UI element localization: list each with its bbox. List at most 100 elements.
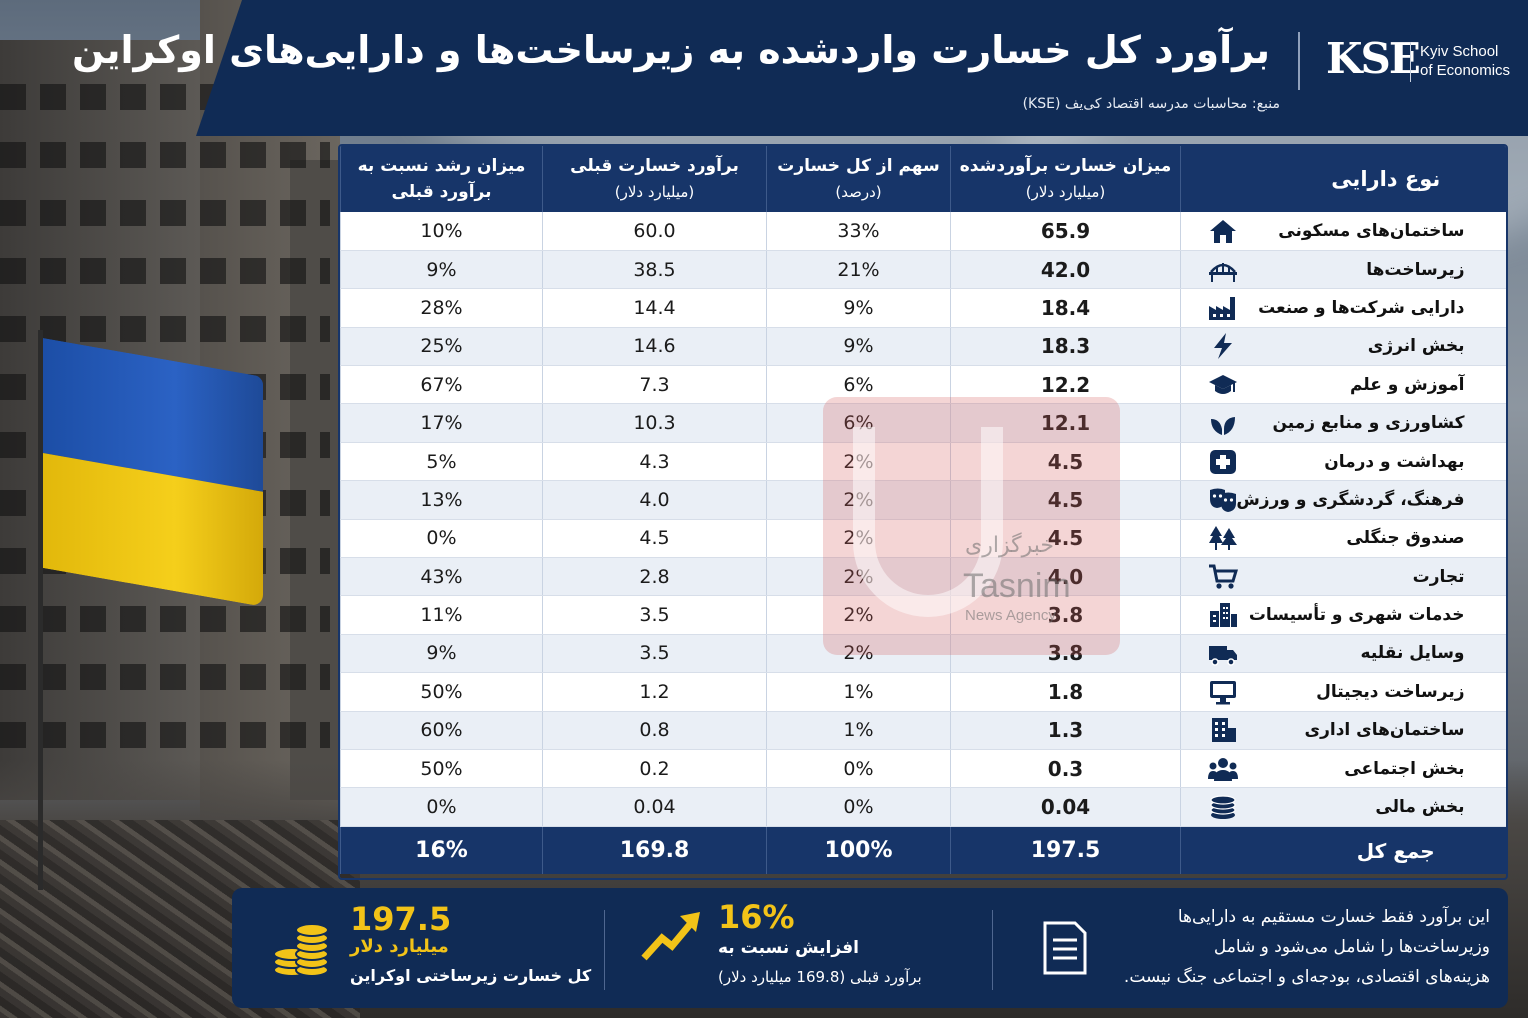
growth-rate-cell: 5%	[340, 442, 543, 482]
flag-pole	[38, 330, 43, 890]
coins-stack-icon	[273, 923, 329, 977]
growth-rate-cell: 13%	[340, 480, 543, 520]
table-row: ساختمان‌های مسکونی 65.9 33% 60.0 10%	[340, 212, 1506, 251]
column-header-growth-label: میزان رشد نسبت به	[357, 156, 526, 176]
asset-type-label: زیرساخت‌ها	[1366, 259, 1465, 280]
page-title: برآورد کل خسارت واردشده به زیرساخت‌ها و …	[72, 28, 1270, 72]
factory-icon	[1207, 294, 1239, 322]
damage-share-cell: 9%	[766, 327, 951, 367]
asset-type-cell: تجارت	[1180, 557, 1506, 597]
theater-masks-icon	[1207, 486, 1239, 514]
total-share: 100%	[766, 826, 951, 875]
estimated-damage-cell: 0.3	[950, 749, 1181, 789]
office-building-icon	[1207, 716, 1239, 744]
growth-rate-cell: 11%	[340, 595, 543, 635]
table-row: صندوق جنگلی 4.5 2% 4.5 0%	[340, 519, 1506, 559]
asset-type-label: دارایی شرکت‌ها و صنعت	[1258, 297, 1465, 318]
summary-total-unit: میلیارد دلار	[350, 936, 449, 957]
estimated-damage-cell: 18.4	[950, 288, 1181, 328]
previous-estimate-cell: 14.4	[542, 288, 767, 328]
bridge-icon	[1207, 256, 1239, 284]
damage-share-cell: 21%	[766, 250, 951, 290]
damage-share-cell: 6%	[766, 365, 951, 405]
trees-icon	[1207, 524, 1239, 552]
summary-growth-line2: برآورد قبلی (169.8 میلیارد دلار)	[718, 968, 922, 986]
table-row: آموزش و علم 12.2 6% 7.3 67%	[340, 365, 1506, 405]
summary-divider	[992, 910, 993, 990]
asset-type-label: صندوق جنگلی	[1346, 528, 1465, 549]
growth-rate-cell: 0%	[340, 519, 543, 559]
table-row: بخش انرژی 18.3 9% 14.6 25%	[340, 327, 1506, 367]
asset-type-label: خدمات شهری و تأسیسات	[1248, 605, 1465, 626]
previous-estimate-cell: 0.04	[542, 787, 767, 827]
asset-type-cell: بخش اجتماعی	[1180, 749, 1506, 789]
table-row: بخش مالی 0.04 0% 0.04 0%	[340, 787, 1506, 827]
summary-note-line3: هزینه‌های اقتصادی، بودجه‌ای و اجتماعی جن…	[1123, 967, 1490, 987]
estimated-damage-cell: 42.0	[950, 250, 1181, 290]
kse-name-line2: of Economics	[1420, 62, 1511, 79]
estimated-damage-cell: 12.1	[950, 403, 1181, 443]
column-header-estimate: میزان خسارت برآوردشده (میلیارد دلار)	[950, 146, 1181, 212]
asset-type-label: فرهنگ، گردشگری و ورزش	[1236, 489, 1465, 510]
damage-share-cell: 1%	[766, 711, 951, 750]
growth-rate-cell: 10%	[340, 212, 543, 251]
trend-up-arrow-icon	[641, 912, 700, 961]
column-header-previous-label: برآورد خسارت قبلی	[570, 156, 739, 176]
estimated-damage-cell: 1.3	[950, 711, 1181, 750]
previous-estimate-cell: 3.5	[542, 595, 767, 635]
document-icon	[1043, 921, 1087, 975]
estimated-damage-cell: 3.8	[950, 595, 1181, 635]
city-buildings-icon	[1207, 601, 1239, 629]
ukraine-flag	[43, 338, 263, 607]
previous-estimate-cell: 2.8	[542, 557, 767, 597]
asset-type-cell: بخش انرژی	[1180, 327, 1506, 367]
asset-type-cell: بخش مالی	[1180, 787, 1506, 827]
damage-share-cell: 33%	[766, 212, 951, 251]
estimated-damage-cell: 18.3	[950, 327, 1181, 367]
lightning-icon	[1207, 332, 1239, 360]
damage-share-cell: 0%	[766, 787, 951, 827]
total-previous: 169.8	[542, 826, 767, 875]
table-header-row: نوع دارایی میزان خسارت برآوردشده (میلیار…	[340, 146, 1506, 212]
total-growth: 16%	[340, 826, 543, 875]
growth-rate-cell: 28%	[340, 288, 543, 328]
leaf-icon	[1207, 409, 1239, 437]
summary-note-line1: این برآورد فقط خسارت مستقیم به دارایی‌ها	[1177, 907, 1490, 927]
asset-type-cell: آموزش و علم	[1180, 365, 1506, 405]
column-header-type: نوع دارایی	[1180, 146, 1506, 212]
previous-estimate-cell: 7.3	[542, 365, 767, 405]
logo-divider	[1410, 42, 1411, 82]
summary-note: این برآورد فقط خسارت مستقیم به دارایی‌ها…	[1090, 902, 1490, 992]
table-row: خدمات شهری و تأسیسات 3.8 2% 3.5 11%	[340, 595, 1506, 635]
growth-rate-cell: 9%	[340, 250, 543, 290]
asset-type-cell: ساختمان‌های اداری	[1180, 711, 1506, 750]
column-header-share: سهم از کل خسارت (درصد)	[766, 146, 951, 212]
asset-type-label: زیرساخت دیجیتال	[1316, 681, 1465, 702]
previous-estimate-cell: 14.6	[542, 327, 767, 367]
asset-type-label: آموزش و علم	[1349, 374, 1465, 395]
damage-share-cell: 9%	[766, 288, 951, 328]
column-header-estimate-unit: (میلیارد دلار)	[1025, 183, 1106, 201]
summary-panel: 197.5 میلیارد دلار کل خسارت زیرساختی اوک…	[232, 888, 1508, 1008]
previous-estimate-cell: 60.0	[542, 212, 767, 251]
column-header-share-label: سهم از کل خسارت	[777, 156, 940, 176]
table-row: بخش اجتماعی 0.3 0% 0.2 50%	[340, 749, 1506, 789]
growth-rate-cell: 60%	[340, 711, 543, 750]
damage-share-cell: 0%	[766, 749, 951, 789]
kse-logo-name: Kyiv School of Economics	[1420, 42, 1510, 80]
previous-estimate-cell: 4.5	[542, 519, 767, 559]
graduation-cap-icon	[1207, 371, 1239, 399]
asset-type-cell: ساختمان‌های مسکونی	[1180, 212, 1506, 251]
asset-type-cell: دارایی شرکت‌ها و صنعت	[1180, 288, 1506, 328]
table-row: وسایل نقلیه 3.8 2% 3.5 9%	[340, 634, 1506, 674]
column-header-estimate-label: میزان خسارت برآوردشده	[959, 156, 1172, 176]
summary-total-value: 197.5	[350, 900, 452, 938]
summary-note-line2: وزیرساخت‌ها را شامل می‌شود و شامل	[1213, 937, 1490, 957]
damage-share-cell: 2%	[766, 634, 951, 674]
asset-type-label: بهداشت و درمان	[1324, 451, 1465, 472]
column-header-share-unit: (درصد)	[835, 183, 882, 201]
source-note: منبع: محاسبات مدرسه اقتصاد کی‌یف (KSE)	[1022, 96, 1280, 112]
asset-type-cell: وسایل نقلیه	[1180, 634, 1506, 674]
truck-icon	[1207, 639, 1239, 667]
kse-name-line1: Kyiv School	[1420, 43, 1499, 60]
